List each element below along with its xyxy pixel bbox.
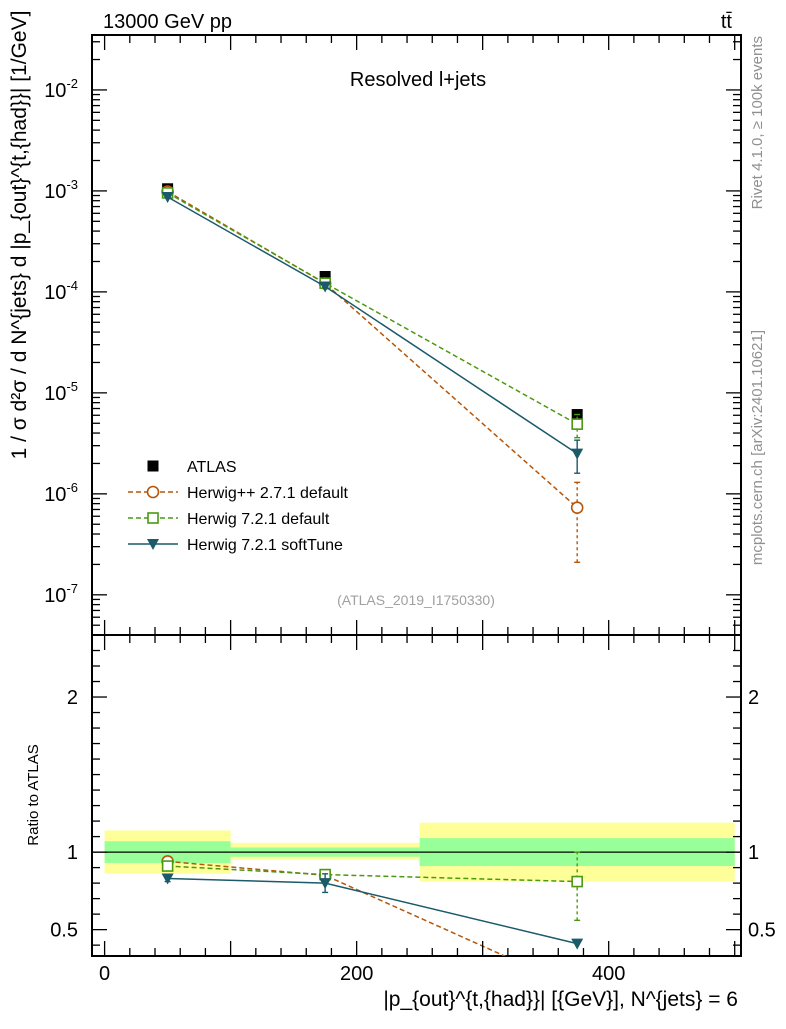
series-line bbox=[167, 192, 578, 425]
ratio-y-tick-label: 1 bbox=[67, 842, 78, 864]
legend-label: Herwig++ 2.7.1 default bbox=[187, 485, 349, 502]
ratio-y-tick-label: 0.5 bbox=[50, 920, 78, 942]
main-axis-ticks: 10-7 10-6 10-5 10-4 10-3 10-2 bbox=[44, 35, 741, 636]
ratio-y-tick-label-right: 0.5 bbox=[748, 920, 776, 942]
y-tick-label: 10-5 bbox=[44, 379, 78, 405]
ratio-point bbox=[161, 860, 174, 872]
legend-marker bbox=[147, 539, 159, 550]
plot-title: Resolved l+jets bbox=[350, 69, 486, 91]
series-herwig-7-2-1-softtune bbox=[161, 192, 584, 474]
data-point bbox=[161, 192, 174, 204]
mcplots-label: mcplots.cern.ch [arXiv:2401.10621] bbox=[749, 330, 766, 565]
data-point bbox=[571, 418, 583, 430]
analysis-id: (ATLAS_2019_I1750330) bbox=[337, 592, 495, 608]
ratio-point bbox=[319, 878, 332, 890]
ratio-series-herwig-7-2-1-softtune bbox=[161, 873, 584, 950]
ratio-line bbox=[167, 877, 578, 945]
main-data-layer bbox=[161, 183, 584, 563]
energy-label: 13000 GeV pp bbox=[103, 11, 232, 33]
data-point bbox=[319, 281, 332, 293]
rivet-version-label: Rivet 4.1.0, ≥ 100k events bbox=[749, 36, 766, 209]
legend-marker bbox=[146, 485, 160, 499]
y-tick-label: 10-4 bbox=[44, 278, 78, 304]
ratio-y-tick-label-right: 2 bbox=[748, 687, 759, 709]
main-y-axis-label: 1 / σ d²σ / d N^{jets} d |p_{out}^{t,{ha… bbox=[8, 11, 31, 460]
legend: ATLAS Herwig++ 2.7.1 default Herwig 7.2.1 … bbox=[128, 459, 349, 554]
legend-label: ATLAS bbox=[187, 459, 237, 476]
legend-label: Herwig 7.2.1 default bbox=[187, 511, 330, 528]
x-axis-label: |p_{out}^{t,{had}}| [{GeV}], N^{jets} = … bbox=[383, 988, 738, 1011]
ratio-y-tick-label: 2 bbox=[67, 687, 78, 709]
series-line bbox=[167, 196, 578, 455]
ratio-axis-ticks: 0.5 0.5 1 1 2 2 0 200 400 bbox=[50, 635, 776, 985]
ratio-point bbox=[571, 938, 584, 950]
ratio-line bbox=[167, 860, 507, 956]
legend-item: Herwig 7.2.1 default bbox=[128, 511, 330, 528]
y-tick-label: 10-2 bbox=[44, 76, 78, 102]
y-tick-label: 10-3 bbox=[44, 177, 78, 203]
ratio-y-axis-label: Ratio to ATLAS bbox=[25, 744, 42, 845]
data-point bbox=[570, 501, 584, 514]
ratio-y-tick-label-right: 1 bbox=[748, 842, 759, 864]
x-tick-label: 400 bbox=[592, 963, 625, 985]
y-tick-label: 10-6 bbox=[44, 480, 78, 506]
series-atlas bbox=[162, 183, 583, 421]
legend-marker bbox=[147, 512, 159, 524]
ratio-plot-frame bbox=[91, 634, 742, 957]
process-label: tt̄ bbox=[721, 11, 733, 33]
legend-label: Herwig 7.2.1 softTune bbox=[187, 537, 343, 554]
y-tick-label: 10-7 bbox=[44, 581, 78, 607]
series-herwig-2-7-1-default bbox=[161, 185, 584, 563]
ratio-point bbox=[571, 875, 583, 888]
series-herwig-7-2-1-default bbox=[161, 187, 583, 439]
legend-item: Herwig++ 2.7.1 default bbox=[128, 485, 349, 502]
legend-item: ATLAS bbox=[147, 459, 237, 476]
x-tick-label: 0 bbox=[99, 963, 110, 985]
data-point bbox=[319, 271, 331, 283]
data-point bbox=[571, 448, 584, 460]
legend-item: Herwig 7.2.1 softTune bbox=[128, 537, 343, 554]
ratio-point bbox=[161, 873, 174, 885]
ratio-data-layer bbox=[92, 822, 741, 956]
ratio-line bbox=[167, 865, 578, 883]
legend-marker bbox=[147, 460, 159, 472]
x-tick-label: 200 bbox=[340, 963, 373, 985]
